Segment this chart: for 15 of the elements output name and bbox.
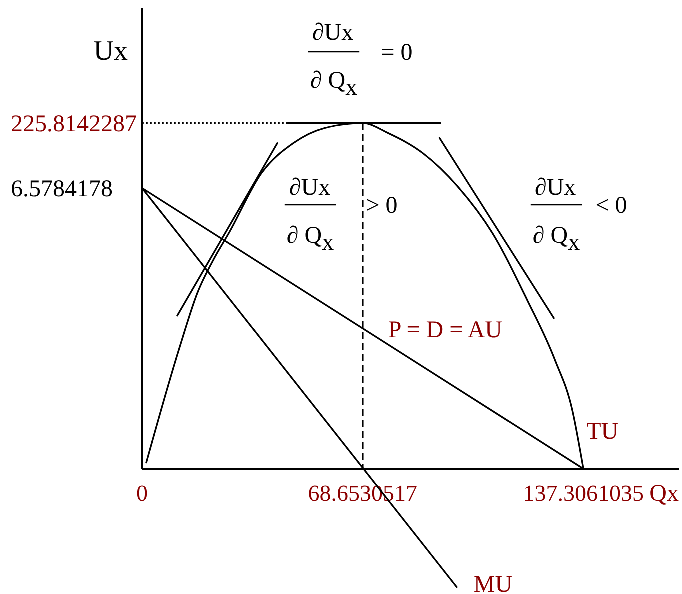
x-axis-title: Qx: [650, 481, 679, 507]
y-axis-title: Ux: [94, 36, 128, 67]
annotation: 6.5784178: [11, 176, 113, 202]
x-tick-label: 0: [136, 481, 148, 506]
series-label: TU: [586, 419, 619, 445]
annotation: > 0: [366, 193, 398, 219]
series-label: P = D = AU: [388, 318, 503, 344]
annotation: < 0: [596, 193, 628, 219]
annotation: ∂Ux: [289, 175, 331, 201]
annotation: 225.8142287: [11, 111, 137, 138]
text: = 0: [381, 40, 413, 66]
x-tick-label: 137.3061035: [523, 481, 644, 506]
series-label: MU: [474, 572, 513, 594]
annotation: ∂Ux: [535, 175, 576, 201]
text: ∂Ux: [312, 20, 354, 46]
